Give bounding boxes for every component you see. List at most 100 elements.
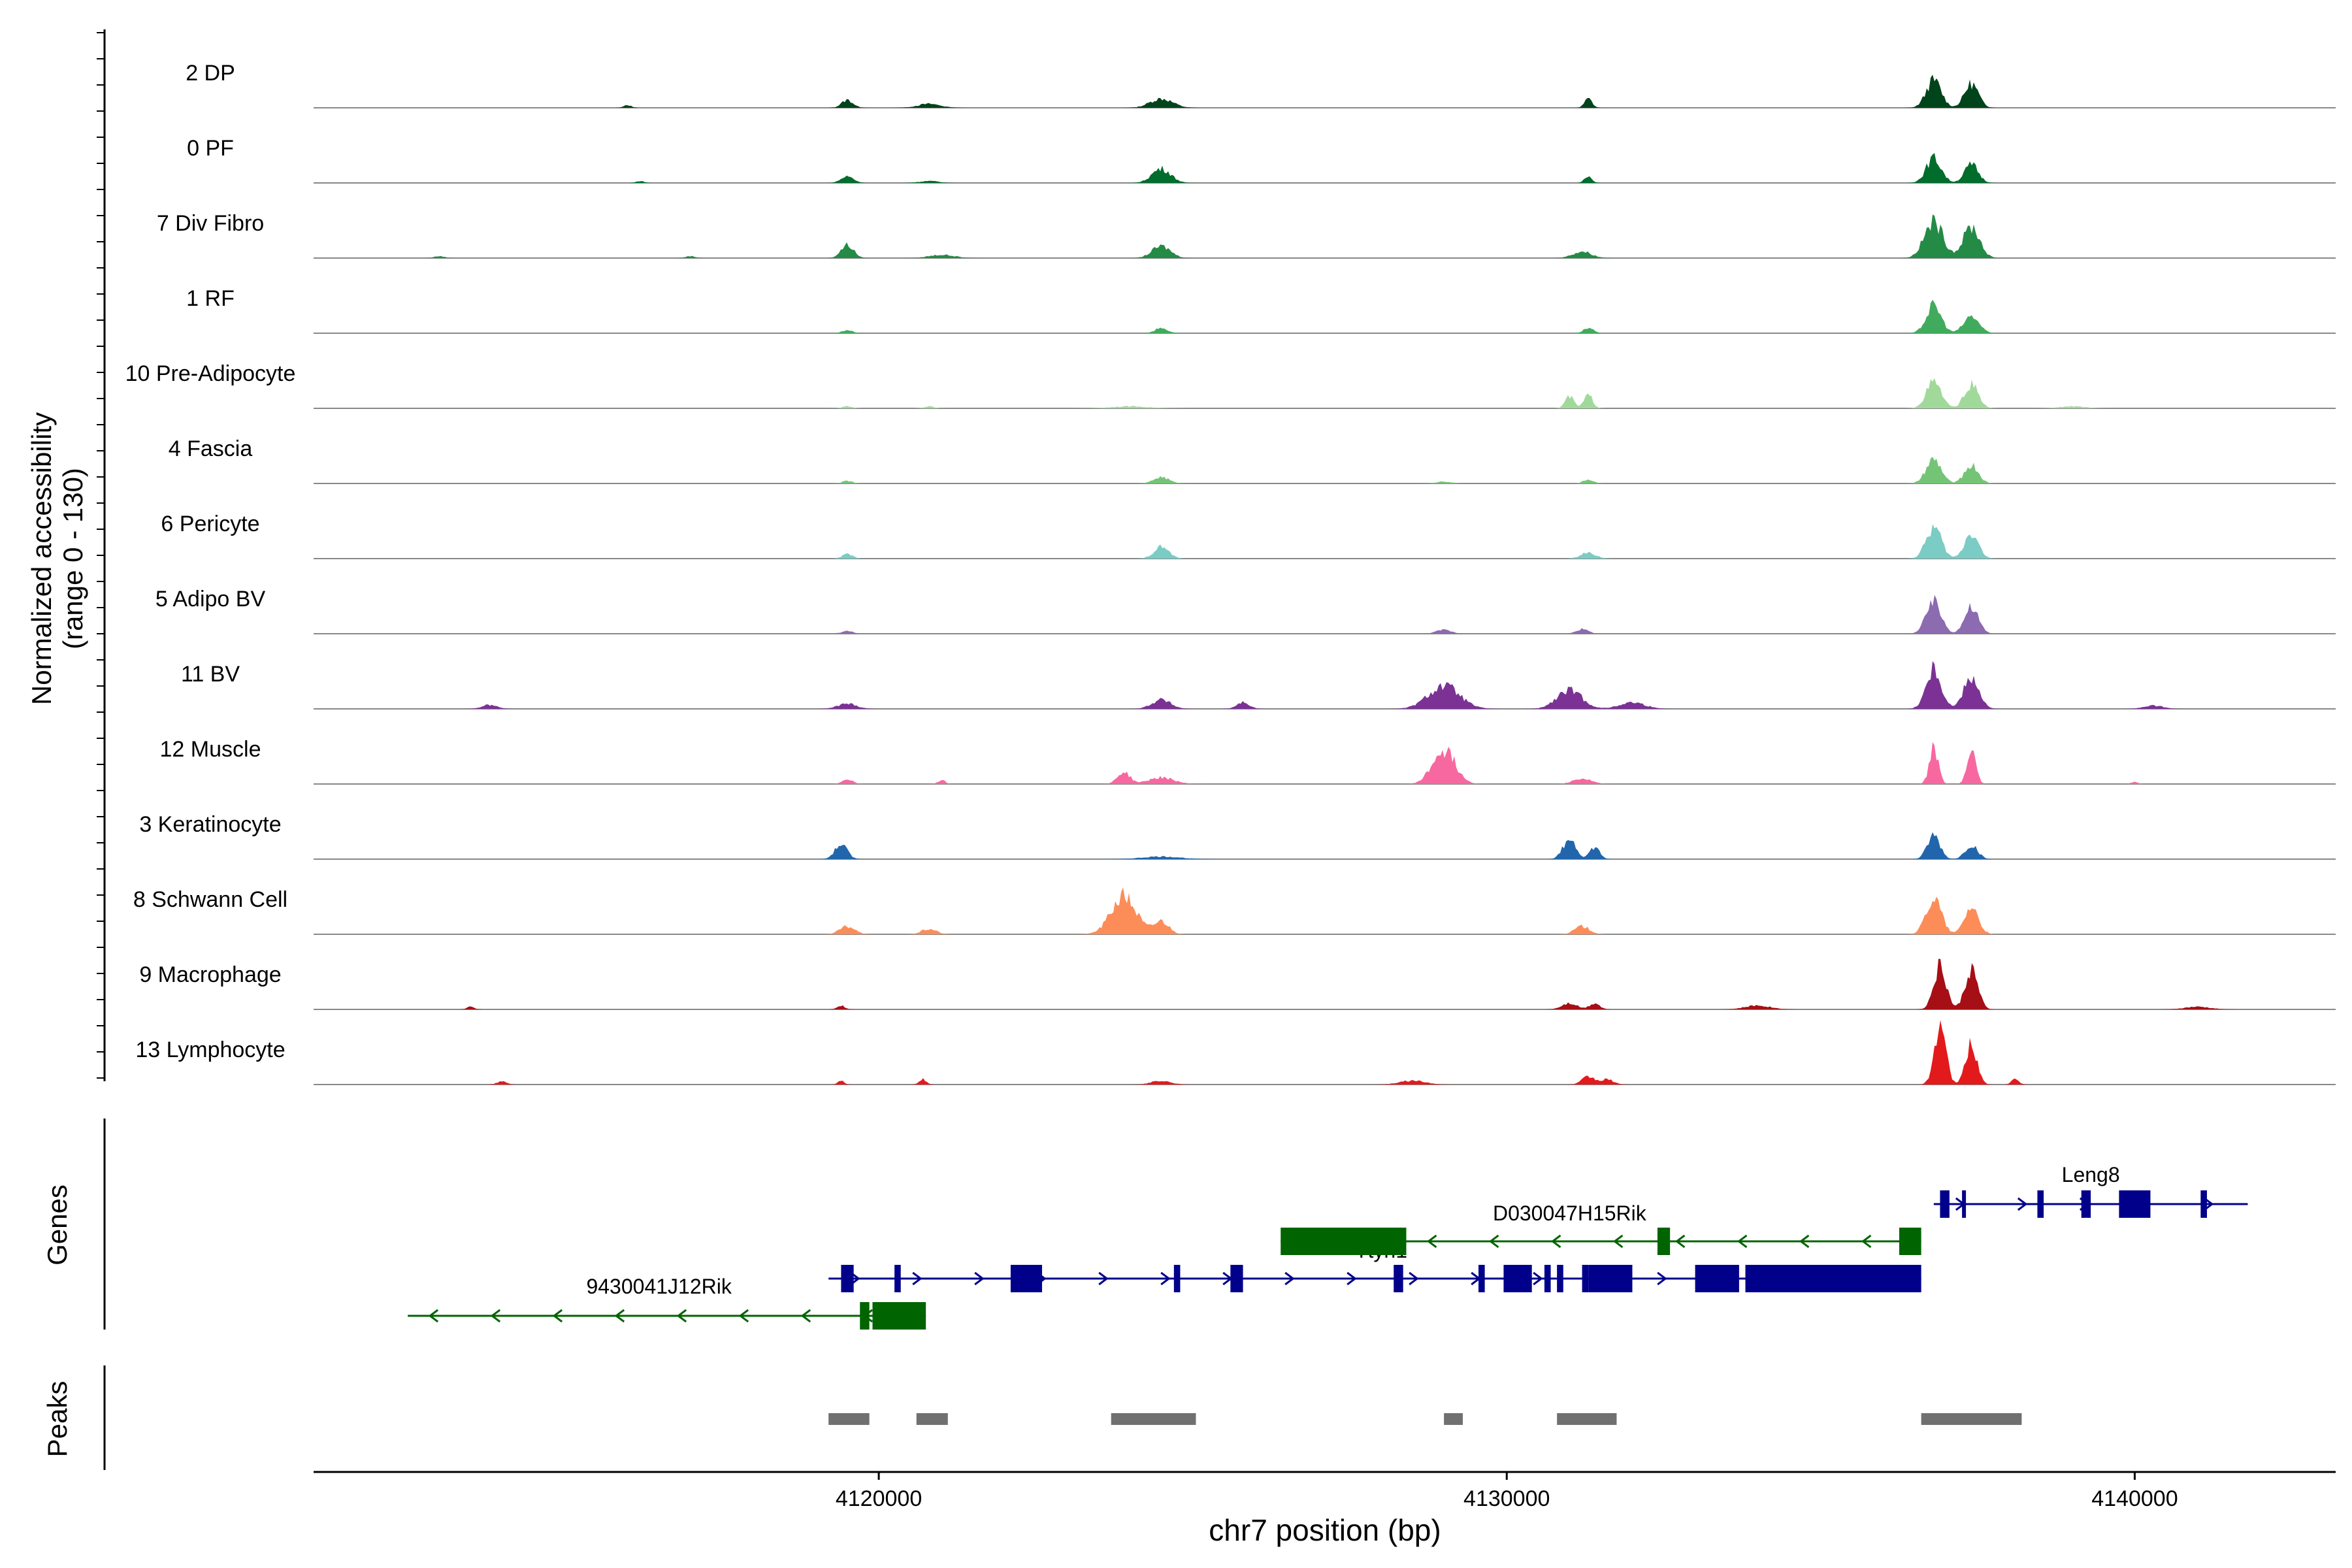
coverage-area <box>314 887 2336 934</box>
track: 11 BV <box>181 661 2336 710</box>
coverage-area <box>314 299 2336 333</box>
track-label: 5 Adipo BV <box>155 587 266 612</box>
track: 1 RF <box>186 286 2336 334</box>
track-label: 11 BV <box>181 662 240 687</box>
gene-exon <box>841 1265 854 1292</box>
coverage-area <box>314 153 2336 183</box>
track-label: 4 Fascia <box>169 436 253 461</box>
strand-chevron <box>1284 1271 1295 1286</box>
strand-chevron <box>912 1271 923 1286</box>
gene-exon <box>1582 1265 1589 1292</box>
strand-chevron <box>1674 1234 1686 1249</box>
strand-chevron <box>552 1309 563 1323</box>
gene-track: Leng8D030047H15RikTtyh19430041J12Rik <box>408 1163 2248 1330</box>
gene-label: Leng8 <box>2062 1163 2120 1186</box>
gene-exon <box>1503 1265 1532 1292</box>
strand-chevron <box>738 1309 749 1323</box>
gene-exon <box>1394 1265 1403 1292</box>
coverage-area <box>314 74 2336 108</box>
gene-exon <box>1657 1228 1671 1255</box>
track-label: 13 Lymphocyte <box>135 1037 285 1062</box>
gene-exon <box>1281 1228 1407 1255</box>
y-axis-title-line1: Normalized accessibility <box>26 412 57 705</box>
x-tick-label: 4140000 <box>2091 1486 2178 1511</box>
panel-axes <box>97 29 106 1470</box>
gene-exon <box>2081 1190 2091 1218</box>
gene-exon <box>872 1302 926 1330</box>
strand-chevron <box>1426 1234 1437 1249</box>
gene-exon <box>2119 1190 2151 1218</box>
coverage-tracks: 2 DP 0 PF 7 Div Fibro 1 RF 10 Pre-Adipocyte 4… <box>125 61 2336 1085</box>
x-tick-label: 4120000 <box>836 1486 922 1511</box>
peak-region <box>916 1413 948 1425</box>
gene-exon <box>1230 1265 1243 1292</box>
coverage-y-ticks <box>97 32 105 1079</box>
track-label: 9 Macrophage <box>139 962 281 987</box>
gene-exon <box>1899 1228 1921 1255</box>
coverage-area <box>314 595 2336 634</box>
gene-exon <box>2037 1190 2044 1218</box>
track: 13 Lymphocyte <box>135 1020 2336 1085</box>
track-label: 8 Schwann Cell <box>133 887 287 912</box>
strand-chevron <box>1347 1271 1357 1286</box>
x-axis: 4120000 4130000 4140000 <box>314 1471 2336 1511</box>
gene-exon <box>1940 1190 1950 1218</box>
x-tick-label: 4130000 <box>1463 1486 1550 1511</box>
track-label: 3 Keratinocyte <box>139 812 281 837</box>
track: 9 Macrophage <box>139 958 2336 1010</box>
gene-label: 9430041J12Rik <box>586 1275 732 1298</box>
gene-label: D030047H15Rik <box>1493 1201 1647 1225</box>
gene-exon <box>1173 1265 1181 1292</box>
track-label: 7 Div Fibro <box>157 211 264 236</box>
gene-exon <box>1478 1265 1485 1292</box>
strand-chevron <box>1533 1271 1543 1286</box>
strand-chevron <box>1409 1271 1419 1286</box>
peak-region <box>1111 1413 1196 1425</box>
track-label: 12 Muscle <box>160 737 261 762</box>
peak-region <box>1444 1413 1463 1425</box>
gene-exon <box>2200 1190 2207 1218</box>
peak-region <box>1557 1413 1617 1425</box>
track-label: 2 DP <box>186 61 235 86</box>
strand-chevron <box>1160 1271 1171 1286</box>
track: 7 Div Fibro <box>157 211 2336 259</box>
track-label: 10 Pre-Adipocyte <box>125 361 296 386</box>
strand-chevron <box>1657 1271 1667 1286</box>
track-label: 1 RF <box>186 286 235 311</box>
coverage-area <box>314 524 2336 559</box>
track: 6 Pericyte <box>161 512 2336 559</box>
track: 0 PF <box>187 136 2336 184</box>
coverage-area <box>314 832 2336 859</box>
strand-chevron <box>1737 1234 1748 1249</box>
strand-chevron <box>2017 1197 2028 1211</box>
gene-model <box>1281 1228 1407 1255</box>
strand-chevron <box>428 1309 439 1323</box>
strand-chevron <box>1550 1234 1561 1249</box>
coverage-area <box>314 1020 2336 1085</box>
track: 4 Fascia <box>169 436 2336 484</box>
strand-chevron <box>974 1271 985 1286</box>
peaks-panel-label: Peaks <box>42 1381 73 1458</box>
gene-exon <box>1544 1265 1551 1292</box>
gene-exon <box>1695 1265 1739 1292</box>
track-label: 6 Pericyte <box>161 512 259 536</box>
gene-exon <box>1962 1190 1967 1218</box>
strand-chevron <box>800 1309 811 1323</box>
peak-region <box>828 1413 870 1425</box>
y-axis-title-line2: (range 0 - 130) <box>57 468 88 649</box>
track: 8 Schwann Cell <box>133 887 2336 935</box>
coverage-area <box>314 457 2336 483</box>
track: 5 Adipo BV <box>155 587 2336 634</box>
gene-model: 9430041J12Rik <box>408 1275 926 1330</box>
gene-exon <box>1745 1265 1921 1292</box>
strand-chevron <box>1612 1234 1624 1249</box>
coverage-area <box>314 958 2336 1009</box>
gene-model: D030047H15Rik <box>1406 1201 1921 1255</box>
strand-chevron <box>490 1309 501 1323</box>
track: 3 Keratinocyte <box>139 812 2336 860</box>
coverage-area <box>314 214 2336 258</box>
gene-exon <box>1010 1265 1042 1292</box>
strand-chevron <box>1799 1234 1810 1249</box>
coverage-area <box>314 742 2336 784</box>
gene-exon <box>894 1265 901 1292</box>
